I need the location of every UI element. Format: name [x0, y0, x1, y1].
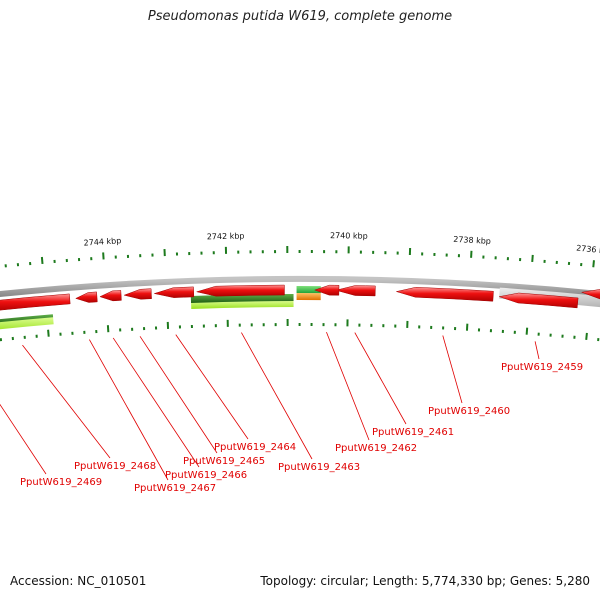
gene-arrow-PputW619_2463[interactable] [195, 284, 285, 297]
leader-line-PputW619_2462 [326, 331, 370, 441]
leader-line-PputW619_2460 [442, 335, 463, 404]
leader-line-PputW619_2467 [89, 339, 169, 481]
accession-text: Accession: NC_010501 [10, 574, 147, 588]
major-tick [585, 332, 588, 340]
gene-label-PputW619_2461[interactable]: PputW619_2461 [372, 427, 454, 438]
map-title: Pseudomonas putida W619, complete genome [147, 9, 453, 24]
gene-label-PputW619_2465[interactable]: PputW619_2465 [183, 456, 265, 467]
genome-backbone [0, 276, 600, 298]
leader-line-PputW619_2459 [534, 341, 540, 360]
gene-label-PputW619_2466[interactable]: PputW619_2466 [165, 470, 247, 481]
gene-arrow-unlabeled[interactable] [580, 289, 600, 300]
feature-mid-green [296, 285, 321, 294]
feature-light-green [191, 300, 294, 309]
leader-line-PputW619_2465 [139, 336, 218, 454]
tick-label-group: 2736 kbp 2738 kbp 2740 kbp 2742 kbp 2744 kbp… [83, 231, 600, 257]
gene-label-PputW619_2460[interactable]: PputW619_2460 [428, 406, 510, 417]
tick-ring-outer [4, 246, 595, 268]
tick-label-2742: 2742 kbp [207, 231, 245, 241]
feature-dark-green [0, 314, 54, 323]
gene-arrow-PputW619_2468[interactable] [0, 293, 71, 312]
tick-label-2740: 2740 kbp [330, 231, 368, 241]
gene-arrow-PputW619_2466[interactable] [99, 290, 122, 302]
tick-label-2744: 2744 kbp [83, 236, 121, 247]
feature-light-green [0, 316, 54, 330]
feature-orange [296, 292, 321, 301]
leader-line-PputW619_2468 [22, 344, 111, 459]
gene-label-PputW619_2469[interactable]: PputW619_2469 [20, 477, 102, 488]
gene-label-PputW619_2464[interactable]: PputW619_2464 [214, 442, 296, 453]
topology-text: Topology: circular; Length: 5,774,330 bp… [260, 574, 590, 588]
gene-label-PputW619_2463[interactable]: PputW619_2463 [278, 462, 360, 473]
major-tick [531, 254, 534, 262]
tick-label-2736: 2736 kbp [576, 244, 600, 257]
gene-arrow-PputW619_2461[interactable] [334, 285, 376, 297]
gene-arrow-PputW619_2464[interactable] [153, 286, 195, 298]
gene-arrow-PputW619_2460[interactable] [395, 286, 494, 302]
tick-ring-inner [0, 319, 600, 342]
gene-label-group: PputW619_2459 PputW619_2460 PputW619_2461 P… [20, 362, 583, 494]
tick-label-2738: 2738 kbp [453, 235, 491, 246]
gene-label-PputW619_2468[interactable]: PputW619_2468 [74, 461, 156, 472]
leader-line-PputW619_2464 [175, 334, 249, 440]
leader-line-PputW619_2469 [0, 403, 47, 475]
major-tick [525, 327, 529, 335]
major-tick [592, 260, 595, 268]
label-leader-group [0, 331, 540, 481]
gene-label-PputW619_2459[interactable]: PputW619_2459 [501, 362, 583, 373]
gene-track [0, 284, 600, 312]
gene-label-PputW619_2462[interactable]: PputW619_2462 [335, 443, 417, 454]
gene-arrow-PputW619_2467[interactable] [75, 291, 98, 303]
gene-arrow-PputW619_2465[interactable] [123, 288, 152, 300]
gene-label-PputW619_2467[interactable]: PputW619_2467 [134, 483, 216, 494]
leader-line-PputW619_2463 [241, 332, 313, 460]
leader-line-PputW619_2461 [354, 332, 407, 425]
major-tick [40, 256, 44, 265]
gene-arrow-PputW619_2462[interactable] [313, 284, 340, 296]
gene-arrow-PputW619_2459[interactable] [498, 292, 579, 309]
leader-line-PputW619_2466 [112, 337, 200, 468]
major-tick [47, 329, 50, 337]
